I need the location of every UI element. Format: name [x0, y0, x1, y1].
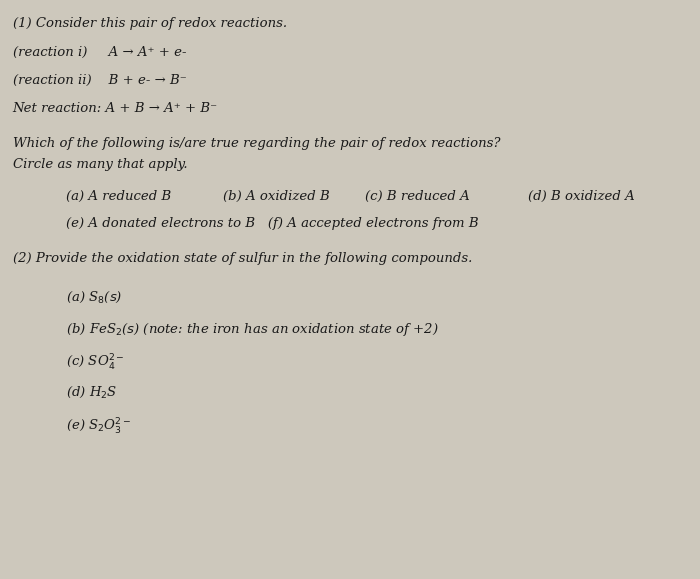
Text: (a) S$_8$($s$): (a) S$_8$($s$) [66, 290, 123, 305]
Text: (e) A donated electrons to B   (f) A accepted electrons from B: (e) A donated electrons to B (f) A accep… [66, 217, 479, 230]
Text: Circle as many that apply.: Circle as many that apply. [13, 158, 187, 171]
Text: (b) FeS$_2$($s$) (note: the iron has an oxidation state of +2): (b) FeS$_2$($s$) (note: the iron has an … [66, 321, 439, 338]
Text: (2) Provide the oxidation state of sulfur in the following compounds.: (2) Provide the oxidation state of sulfu… [13, 252, 472, 265]
Text: Net reaction: A + B → A⁺ + B⁻: Net reaction: A + B → A⁺ + B⁻ [13, 102, 218, 115]
Text: (e) S$_2$O$_3^{2-}$: (e) S$_2$O$_3^{2-}$ [66, 417, 132, 437]
Text: (d) H$_2$S: (d) H$_2$S [66, 385, 118, 400]
Text: (reaction ii)    B + e- → B⁻: (reaction ii) B + e- → B⁻ [13, 74, 186, 87]
Text: (reaction i)     A → A⁺ + e-: (reaction i) A → A⁺ + e- [13, 46, 186, 59]
Text: (b) A oxidized B: (b) A oxidized B [223, 190, 330, 203]
Text: (c) SO$_4^{2-}$: (c) SO$_4^{2-}$ [66, 353, 125, 373]
Text: Which of the following is/are true regarding the pair of redox reactions?: Which of the following is/are true regar… [13, 137, 500, 150]
Text: (1) Consider this pair of redox reactions.: (1) Consider this pair of redox reaction… [13, 17, 287, 30]
Text: (d) B oxidized A: (d) B oxidized A [528, 190, 636, 203]
Text: (a) A reduced B: (a) A reduced B [66, 190, 172, 203]
Text: (c) B reduced A: (c) B reduced A [365, 190, 470, 203]
